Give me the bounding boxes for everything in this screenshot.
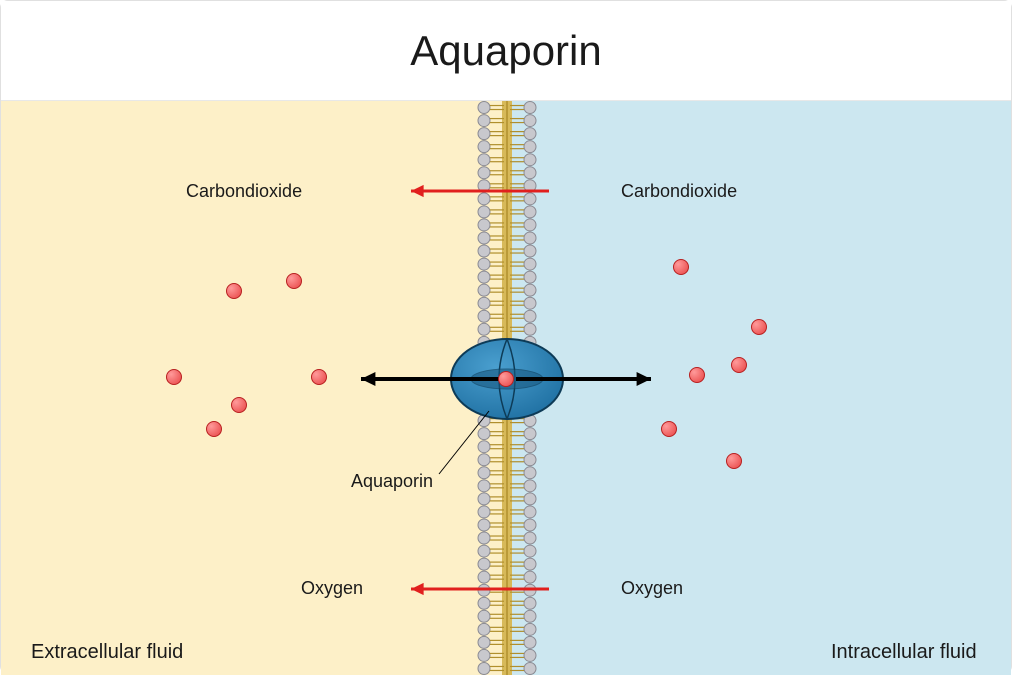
water-molecule-center — [498, 371, 514, 387]
label-intracellular: Intracellular fluid — [831, 641, 977, 664]
water-molecule-left-5 — [206, 421, 222, 437]
water-molecule-left-2 — [166, 369, 182, 385]
arrows-layer — [1, 101, 1012, 675]
water-molecule-right-1 — [689, 367, 705, 383]
water-molecule-right-4 — [661, 421, 677, 437]
label-extracellular: Extracellular fluid — [31, 641, 183, 664]
water-molecule-left-4 — [311, 369, 327, 385]
water-molecule-right-0 — [673, 259, 689, 275]
water-molecule-left-3 — [231, 397, 247, 413]
water-molecule-right-3 — [751, 319, 767, 335]
label-o2-left: Oxygen — [301, 578, 363, 599]
diagram-area: Carbondioxide Carbondioxide Aquaporin Ox… — [1, 101, 1011, 675]
water-molecule-left-1 — [286, 273, 302, 289]
header: Aquaporin — [1, 1, 1011, 101]
water-molecule-right-5 — [726, 453, 742, 469]
water-molecule-right-2 — [731, 357, 747, 373]
label-co2-right: Carbondioxide — [621, 181, 737, 202]
label-co2-left: Carbondioxide — [186, 181, 302, 202]
label-aquaporin: Aquaporin — [351, 471, 433, 492]
page-title: Aquaporin — [410, 27, 601, 75]
water-molecule-left-0 — [226, 283, 242, 299]
label-o2-right: Oxygen — [621, 578, 683, 599]
